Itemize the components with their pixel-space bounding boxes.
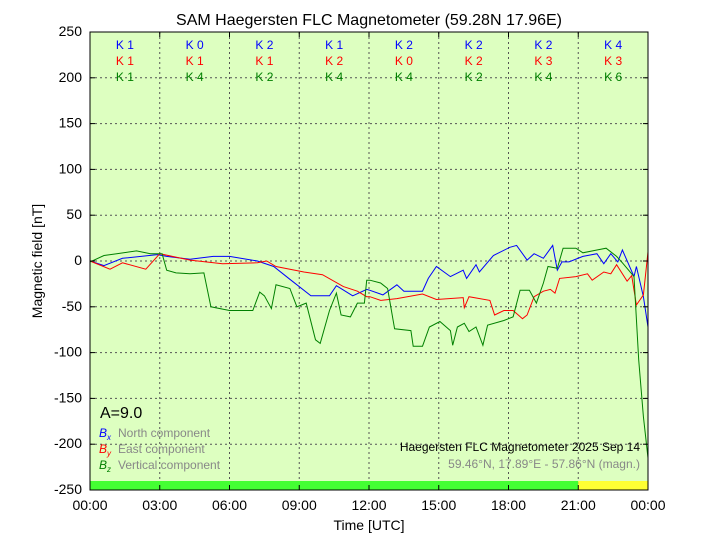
legend-subscript: z <box>106 465 111 474</box>
y-tick-label: 150 <box>59 115 83 131</box>
x-tick-label: 00:00 <box>630 497 665 513</box>
x-tick-label: 21:00 <box>561 497 596 513</box>
y-tick-label: 200 <box>59 69 83 85</box>
k-index-bz: K 1 <box>116 70 134 84</box>
x-tick-label: 12:00 <box>351 497 386 513</box>
y-tick-label: -50 <box>62 298 82 314</box>
status-segment <box>578 481 648 490</box>
x-tick-label: 09:00 <box>282 497 317 513</box>
legend-label-bx: North component <box>118 426 211 440</box>
y-tick-label: 100 <box>59 160 83 176</box>
y-axis-label: Magnetic field [nT] <box>29 204 45 318</box>
k-index-by: K 2 <box>465 54 483 68</box>
y-tick-label: -150 <box>54 389 82 405</box>
x-tick-label: 03:00 <box>142 497 177 513</box>
series-line-by <box>89 251 649 320</box>
k-index-bx: K 1 <box>325 38 343 52</box>
status-bar <box>90 481 648 490</box>
y-tick-label: -200 <box>54 435 82 451</box>
k-index-bx: K 2 <box>534 38 552 52</box>
k-index-bz: K 2 <box>465 70 483 84</box>
k-index-by: K 2 <box>325 54 343 68</box>
legend-subscript: y <box>106 449 112 458</box>
series-line-bx <box>89 244 649 328</box>
k-index-bx: K 2 <box>465 38 483 52</box>
x-tick-label: 06:00 <box>212 497 247 513</box>
y-tick-label: -250 <box>54 481 82 497</box>
k-index-table: K 1 K 0 K 2 K 1 K 2 K 2 K 2 K 4 K 1 K 1 K 1 K 2 K 0 K… <box>116 38 623 84</box>
k-index-by: K 1 <box>255 54 273 68</box>
y-tick-label: 50 <box>66 206 82 222</box>
plot-background <box>90 32 648 490</box>
axis-ticks: 00:00 03:00 06:00 09:00 12:00 15:00 18:00 21:00… <box>54 23 666 513</box>
k-index-by: K 0 <box>395 54 413 68</box>
status-segment <box>90 481 579 490</box>
a-index: A=9.0 <box>100 405 142 422</box>
k-index-by: K 3 <box>604 54 622 68</box>
y-tick-label: 0 <box>74 252 82 268</box>
y-tick-label: 250 <box>59 23 83 39</box>
series-line-bz <box>89 247 649 458</box>
series-lines <box>89 244 649 458</box>
k-index-bx: K 2 <box>395 38 413 52</box>
k-index-bz: K 2 <box>255 70 273 84</box>
legend-label-by: East component <box>118 442 205 456</box>
k-index-by: K 1 <box>116 54 134 68</box>
k-index-bz: K 4 <box>395 70 413 84</box>
x-axis-label: Time [UTC] <box>333 517 404 533</box>
k-index-bx: K 1 <box>116 38 134 52</box>
x-tick-label: 00:00 <box>72 497 107 513</box>
legend-label-bz: Vertical component <box>118 458 221 472</box>
grid <box>90 32 648 490</box>
x-tick-label: 15:00 <box>421 497 456 513</box>
k-index-bz: K 4 <box>534 70 552 84</box>
k-index-bx: K 0 <box>186 38 204 52</box>
chart-title: SAM Haegersten FLC Magnetometer (59.28N … <box>176 12 562 29</box>
station-label: Haegersten FLC Magnetometer 2025 Sep 14 <box>400 440 640 454</box>
x-tick-label: 18:00 <box>491 497 526 513</box>
coords-label: 59.46°N, 17.89°E - 57.86°N (magn.) <box>448 457 640 471</box>
legend-subscript: x <box>106 433 112 442</box>
k-index-bx: K 2 <box>255 38 273 52</box>
k-index-by: K 3 <box>534 54 552 68</box>
k-index-bz: K 4 <box>325 70 343 84</box>
k-index-by: K 1 <box>186 54 204 68</box>
k-index-bx: K 4 <box>604 38 622 52</box>
k-index-bz: K 4 <box>186 70 204 84</box>
y-tick-label: -100 <box>54 344 82 360</box>
k-index-bz: K 6 <box>604 70 622 84</box>
